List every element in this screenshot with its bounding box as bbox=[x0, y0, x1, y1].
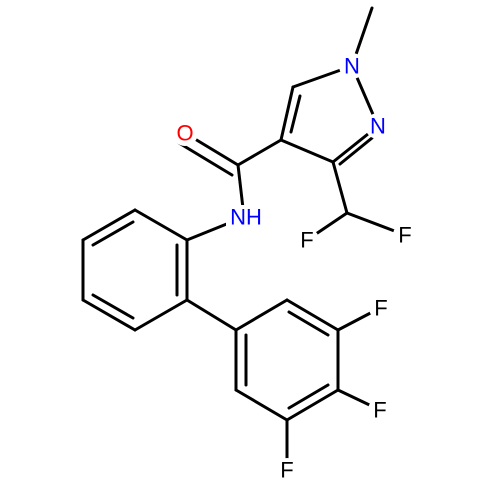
atom-labels: N N O NH F F F F F bbox=[172, 53, 417, 483]
atom-label: F bbox=[280, 458, 293, 483]
atom-label: N bbox=[344, 54, 360, 79]
atom-label: O bbox=[176, 121, 193, 146]
atom-label: F bbox=[374, 296, 387, 321]
atom-label: N bbox=[370, 114, 386, 139]
atom-label: F bbox=[300, 228, 313, 253]
atom-label: F bbox=[398, 223, 411, 248]
atom-label: NH bbox=[230, 205, 262, 230]
atom-label: F bbox=[373, 398, 386, 423]
